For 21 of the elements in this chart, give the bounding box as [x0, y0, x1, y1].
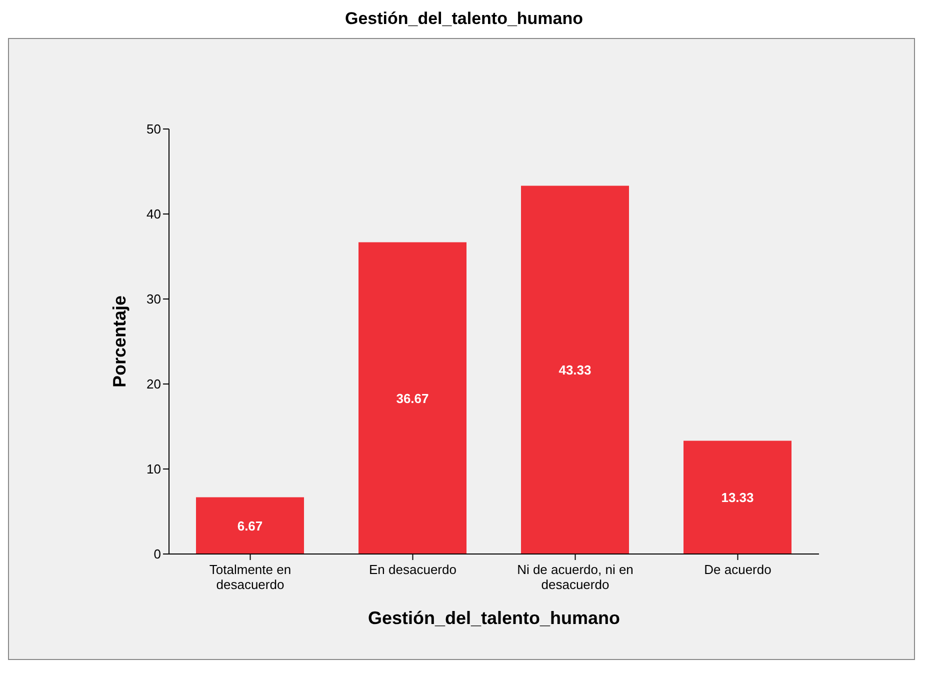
x-tick-label: En desacuerdo	[369, 562, 456, 577]
data-label: 36.67	[396, 390, 429, 406]
data-label: 43.33	[558, 362, 592, 378]
x-tick-label: Ni de acuerdo, ni en desacuerdo	[517, 562, 634, 592]
data-label: 6.67	[237, 518, 263, 534]
bar	[196, 497, 304, 554]
chart-title: Gestión_del_talento_humano	[344, 8, 584, 30]
x-tick-label: De acuerdo	[704, 562, 772, 577]
x-axis-title: Gestión_del_talento_humano	[368, 608, 620, 628]
y-tick-label: 10	[146, 462, 161, 477]
y-tick-label: 20	[146, 376, 161, 392]
y-tick-label: 40	[146, 206, 161, 222]
bar	[684, 440, 792, 554]
y-tick-label: 50	[146, 122, 161, 137]
y-tick-label: 0	[154, 546, 161, 562]
bar	[521, 186, 629, 554]
y-axis-title: Porcentaje	[109, 295, 130, 388]
x-tick-label: Totalmente en desacuerdo	[209, 562, 292, 592]
y-tick-label: 30	[146, 292, 161, 307]
bar	[358, 242, 466, 554]
data-label: 13.33	[721, 490, 754, 505]
